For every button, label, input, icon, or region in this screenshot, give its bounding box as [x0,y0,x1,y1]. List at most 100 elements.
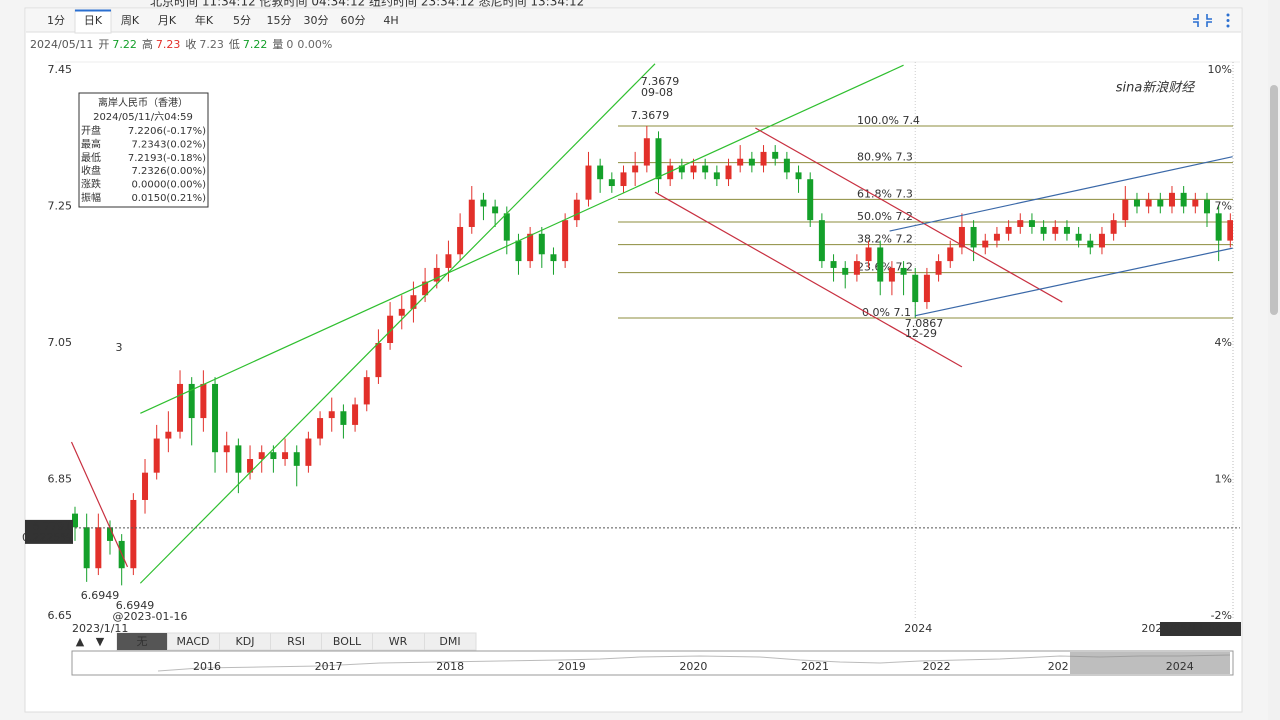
candle-body [177,383,184,432]
indicator-tab[interactable]: 无 [137,635,148,648]
candle-body [655,138,662,180]
indicator-tab[interactable]: DMI [439,635,460,648]
period-tab[interactable]: 月K [158,14,177,27]
candle-body [842,267,849,275]
annotation: 7.3679 [631,109,670,122]
annotation: 3 [116,341,123,354]
indicator-tab[interactable]: ▲ [76,635,85,648]
info-box [78,92,209,208]
info-value: 7.2343(0.02%) [131,139,206,150]
candle-body [970,226,977,248]
candle-body [830,261,837,268]
period-tab[interactable]: 60分 [341,14,366,27]
candle-body [1063,226,1070,234]
quote-value: 7.22 [243,38,268,51]
info-label: 开盘 [81,124,101,137]
y-tick-label: 6.85 [48,473,73,486]
trendline [139,63,656,584]
period-tab[interactable]: 4H [383,14,398,27]
indicator-tab[interactable]: ▼ [96,635,105,648]
period-tab[interactable]: 5分 [233,14,251,27]
fullscreen-icon[interactable] [1193,14,1212,27]
navigator-selection[interactable] [1070,652,1230,674]
info-value: 7.2326(0.00%) [131,166,206,177]
candle-body [83,527,90,569]
candle-body [480,199,487,207]
candle-body [340,411,347,425]
navigator-year: 2022 [923,660,951,673]
indicator-tab[interactable]: MACD [177,635,210,648]
panel [24,7,1243,713]
quote-value: 7.22 [112,38,137,51]
candle-body [853,261,860,275]
indicator-tab[interactable]: RSI [287,635,305,648]
trendline [140,64,904,414]
candle-body [107,527,114,541]
candle-body [1052,226,1059,234]
candle-body [620,172,627,187]
candle-body [818,220,825,262]
candle-body [468,199,475,227]
scroll-thumb[interactable] [1270,85,1278,315]
candle-body [1133,199,1140,207]
fib-label: 80.9% 7.3 [857,151,913,164]
candle-body [877,247,884,282]
indicator-tab[interactable]: KDJ [236,635,255,648]
plot-area: 100.0% 7.4 80.9% 7.3 61.8% 7.3 50.0% 7.2 38.… [70,63,1233,586]
candle-body [1098,233,1105,248]
candle-body [387,315,394,343]
annotation: 7.3679 [641,75,680,88]
navigator-year: 2021 [801,660,829,673]
candle-body [1203,199,1210,214]
candle-body [1215,213,1222,241]
navigator-line [157,654,1231,672]
annotation: 7.0867 [905,317,944,330]
quote-label: 低 [229,38,240,51]
candle-body [282,452,289,460]
navigator-year: 202 [1048,660,1069,673]
candle-body [200,383,207,419]
candle-body [807,179,814,221]
candle-body [328,411,335,419]
candle-body [258,452,265,460]
period-tab[interactable]: 年K [195,13,214,27]
candle-body [1145,199,1152,207]
candle-body [1122,199,1129,221]
candle-body [1028,220,1035,227]
navigator[interactable] [71,650,1234,676]
navigator-year: 2019 [558,660,586,673]
y2-tick-label: 7% [1215,200,1232,213]
indicator-tab[interactable]: BOLL [333,635,362,648]
candle-body [457,226,464,255]
info-value: 7.2206(-0.17%) [128,126,206,137]
candle-body [585,165,592,200]
candle-body [667,165,674,180]
x-tick-label: 2024 [904,622,932,635]
y-tick-label: 7.05 [48,336,73,349]
trendline [889,156,1233,232]
watermark: sina新浪财经 [1116,80,1197,96]
period-tab[interactable]: 1分 [47,14,65,27]
x-tick-label: 2024/05/11 04:59 [1141,622,1240,635]
info-label: 最高 [81,137,101,150]
navigator-year: 2017 [315,660,343,673]
candle-body [982,240,989,248]
period-tab[interactable]: 15分 [267,14,292,27]
candle-body [900,267,907,275]
candle-body [608,179,615,187]
candle-body [1017,220,1024,227]
candle-body [410,295,417,309]
info-label: 振幅 [81,191,101,204]
menu-icon[interactable] [1226,13,1230,28]
candle-body [130,499,137,569]
candle-body [1110,220,1117,234]
info-label: 最低 [81,151,101,164]
period-tab[interactable]: 30分 [304,14,329,27]
candle-body [188,383,195,419]
period-tab[interactable]: 日K [84,14,103,27]
trendline [755,127,1063,303]
candle-body [643,138,650,166]
period-tab[interactable]: 周K [121,14,140,27]
fib-label: 100.0% 7.4 [857,114,920,127]
indicator-tab[interactable]: WR [389,635,408,648]
